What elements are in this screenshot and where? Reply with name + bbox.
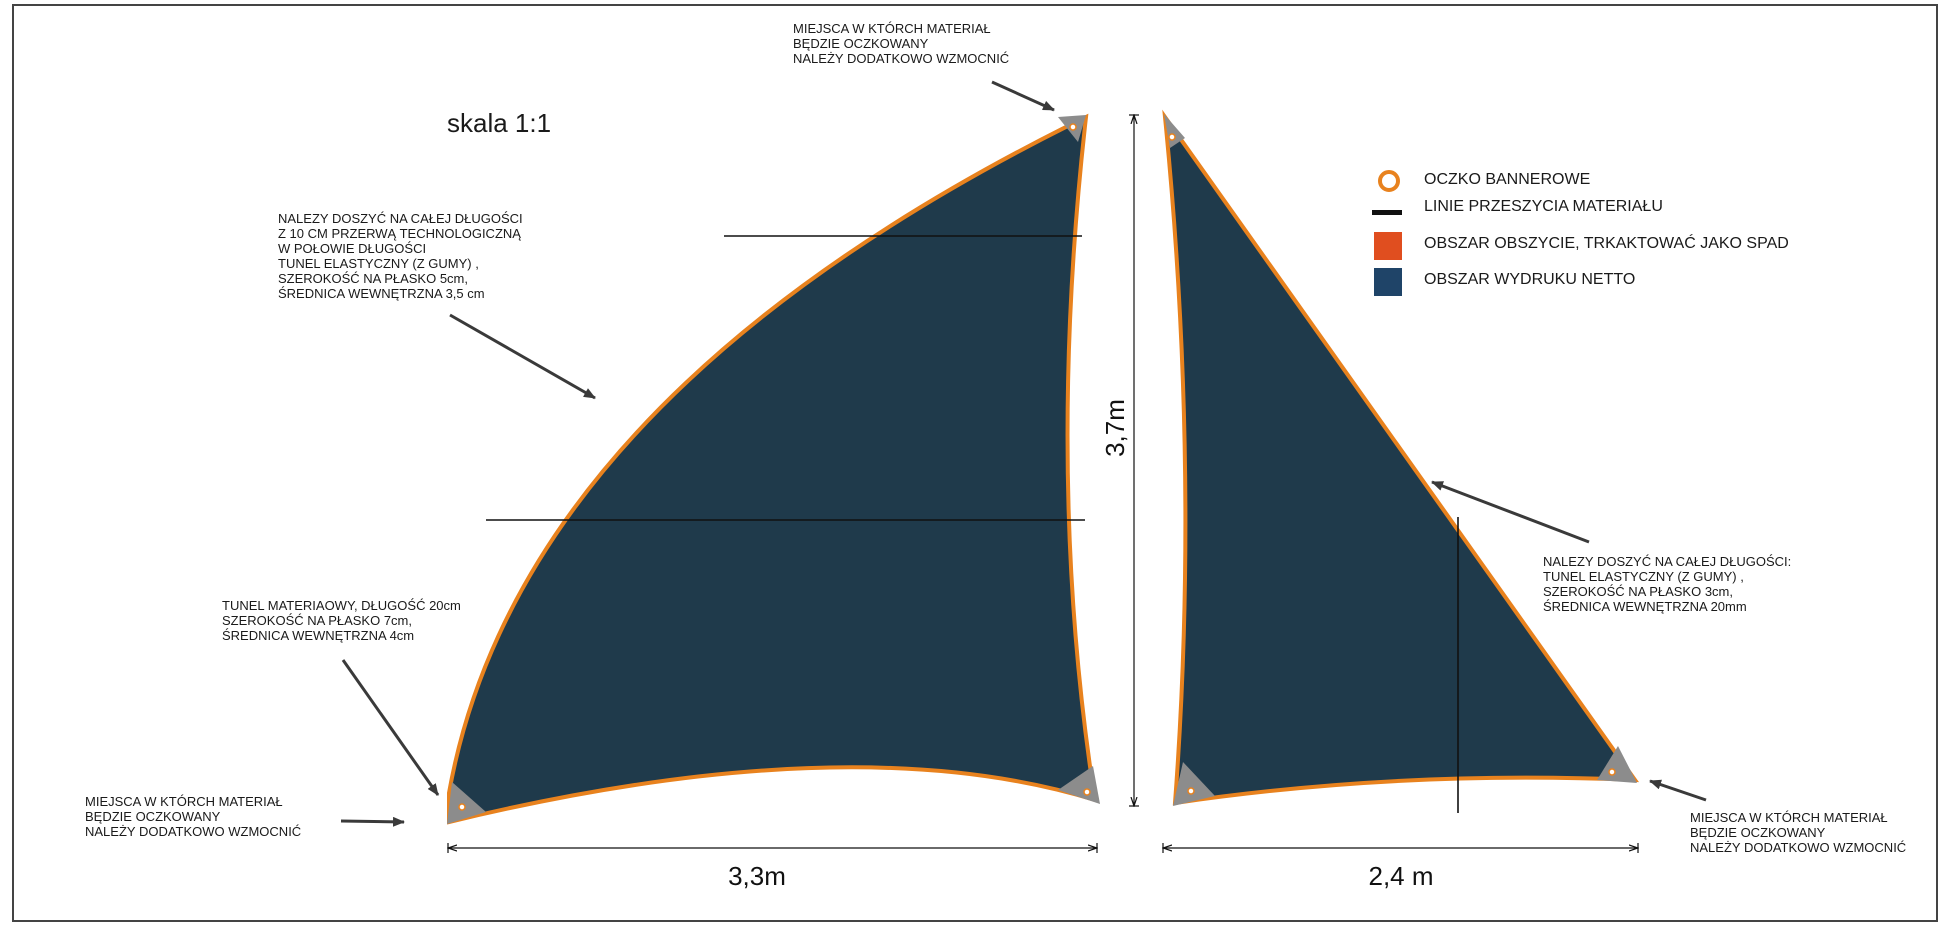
callout-arrow [340,816,405,827]
legend-label: LINIE PRZESZYCIA MATERIAŁU [1424,198,1663,215]
callout-arrow [1649,779,1707,802]
hem-area-swatch [1374,232,1402,260]
note-top-center: MIEJSCA W KTÓRCH MATERIAŁ BĘDZIE OCZKOWA… [793,21,1010,66]
callout-arrow [341,659,440,796]
grommet-icon [1168,133,1176,141]
callout-arrow [991,80,1055,112]
note-right-bottom: MIEJSCA W KTÓRCH MATERIAŁ BĘDZIE OCZKOWA… [1690,810,1907,855]
seam-line-icon [1372,210,1402,215]
legend-label: OCZKO BANNEROWE [1424,171,1591,188]
grommet-icon [1083,788,1091,796]
print-area-swatch [1374,268,1402,296]
grommet-icon [1069,123,1077,131]
corner-reinforcement [1597,746,1637,783]
grommet-icon [1608,768,1616,776]
drawing-frame [12,4,1938,922]
note-left-bottom: MIEJSCA W KTÓRCH MATERIAŁ BĘDZIE OCZKOWA… [85,794,302,839]
left-sail-panel [447,113,1098,825]
grommet-ring-icon [1378,170,1400,192]
dimension-label-width-right: 2,4 m [1368,861,1433,891]
legend-label: OBSZAR WYDRUKU NETTO [1424,271,1636,288]
legend-label: OBSZAR OBSZYCIE, TRKAKTOWAĆ JAKO SPAD [1424,235,1789,252]
scale-label: skala 1:1 [447,108,552,138]
dimension-label-width-left: 3,3m [728,861,786,891]
grommet-icon [1187,787,1195,795]
callout-arrow [449,313,596,400]
corner-reinforcement [1173,762,1215,806]
callout-arrow [1431,480,1590,544]
dimension-label-height: 3,7m [1100,399,1130,457]
note-left-upper: NALEZY DOSZYĆ NA CAŁEJ DŁUGOŚCI Z 10 CM … [278,211,523,301]
grommet-icon [458,803,466,811]
note-right-middle: NALEZY DOSZYĆ NA CAŁEJ DŁUGOŚCI: TUNEL E… [1543,554,1792,614]
note-left-middle: TUNEL MATERIAOWY, DŁUGOŚĆ 20cm SZEROKOŚĆ… [222,598,461,643]
right-sail-panel [1162,109,1639,806]
corner-reinforcement [447,782,486,824]
